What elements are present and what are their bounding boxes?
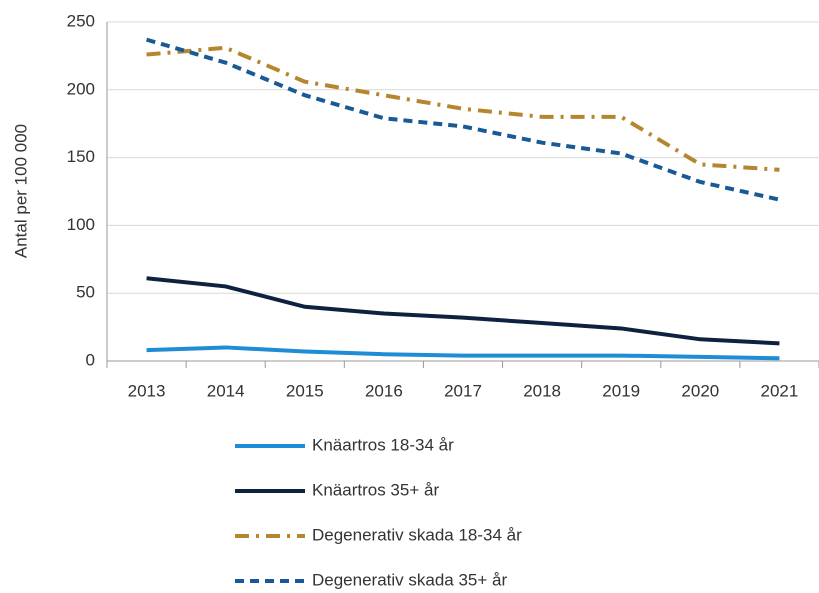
legend-label: Knäartros 35+ år [312, 480, 439, 499]
y-tick-label: 250 [67, 11, 95, 30]
x-tick-label: 2019 [602, 381, 640, 400]
x-tick-label: 2013 [128, 381, 166, 400]
x-tick-label: 2018 [523, 381, 561, 400]
series-line [145, 37, 780, 202]
x-tick-label: 2020 [681, 381, 719, 400]
x-tick-label: 2017 [444, 381, 482, 400]
legend-label: Knäartros 18-34 år [312, 435, 454, 454]
legend-label: Degenerativ skada 18-34 år [312, 525, 522, 544]
legend-label: Degenerativ skada 35+ år [312, 570, 507, 589]
y-tick-label: 200 [67, 79, 95, 98]
y-tick-label: 100 [67, 215, 95, 234]
series-line [146, 276, 780, 346]
y-tick-label: 0 [86, 350, 95, 369]
y-tick-label: 150 [67, 147, 95, 166]
x-tick-label: 2014 [207, 381, 245, 400]
series-line [146, 45, 780, 172]
series-line [146, 345, 780, 361]
x-tick-label: 2015 [286, 381, 324, 400]
x-tick-label: 2021 [761, 381, 799, 400]
y-axis-label: Antal per 100 000 [11, 124, 30, 258]
x-tick-label: 2016 [365, 381, 403, 400]
y-tick-label: 50 [76, 283, 95, 302]
